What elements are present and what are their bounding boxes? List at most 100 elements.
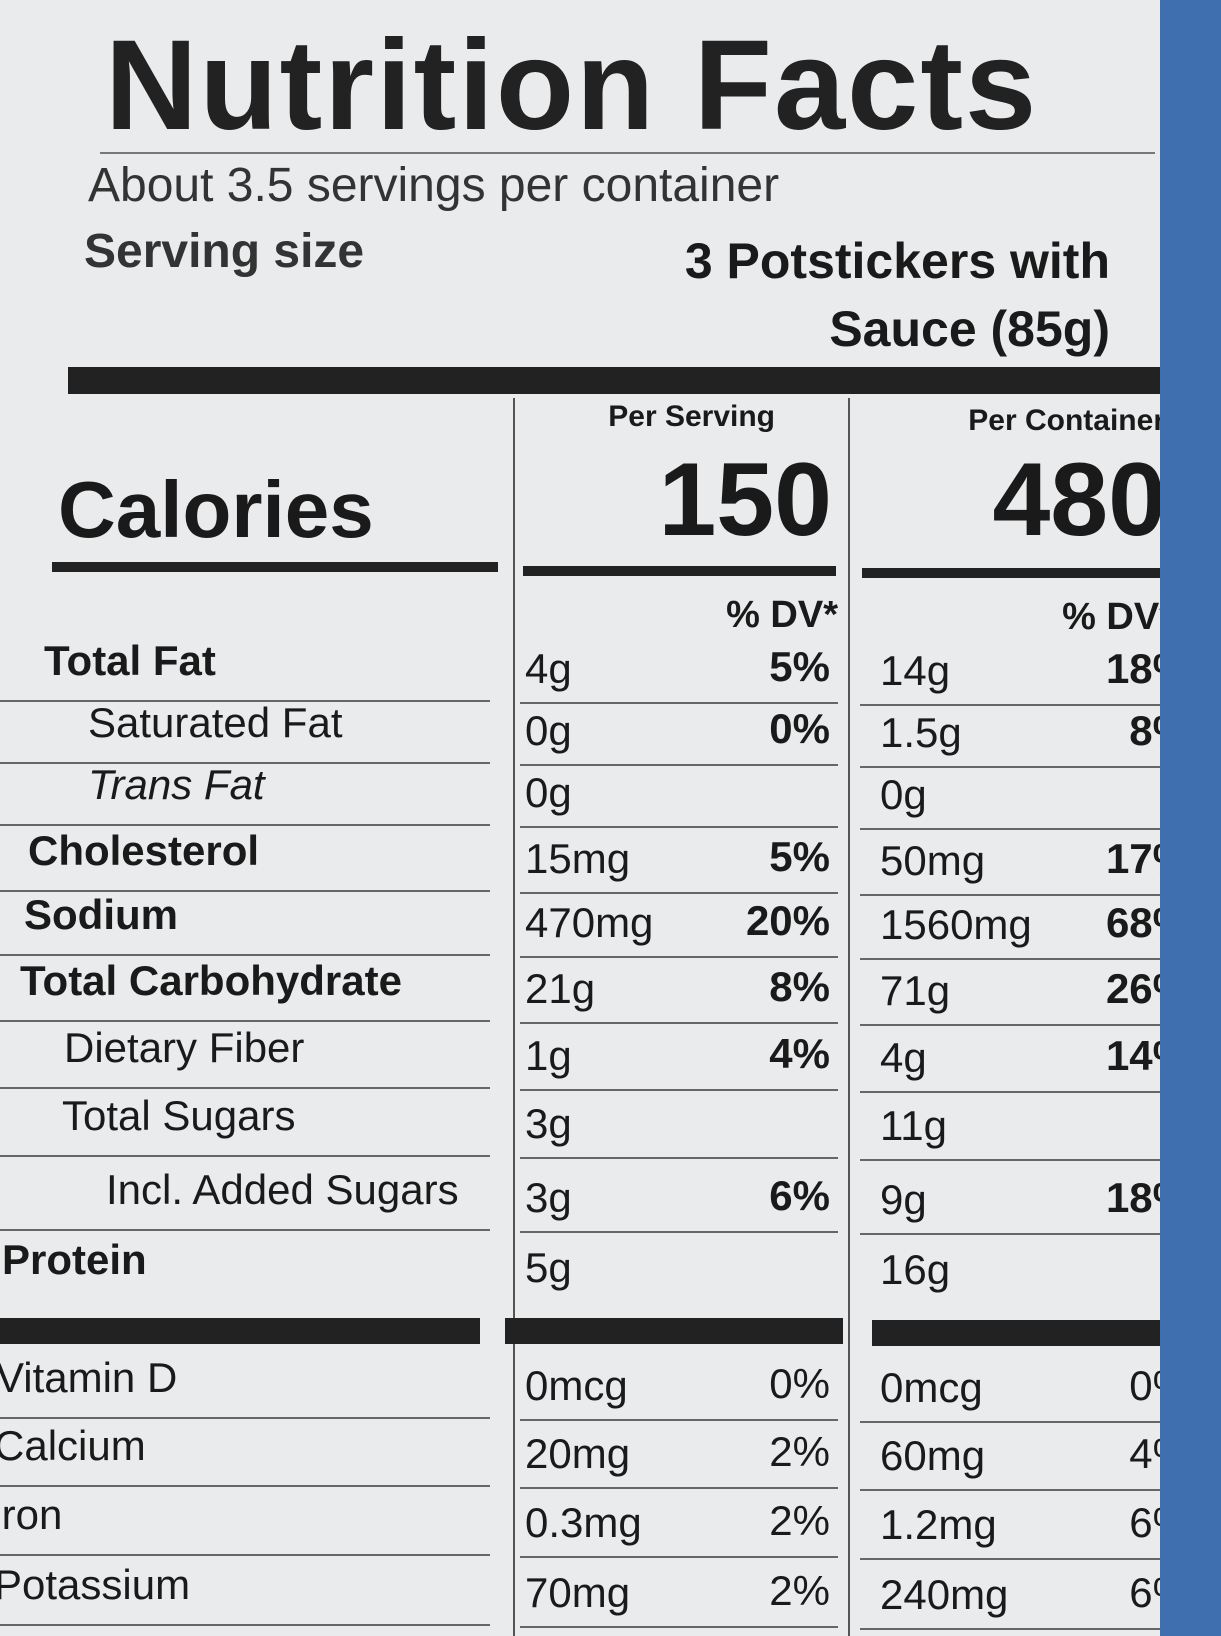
- container-dv: 14%: [1105, 1032, 1160, 1079]
- nutrient-name: Sodium: [24, 891, 178, 938]
- row-rule: [520, 1231, 838, 1233]
- column-divider: [848, 398, 850, 1636]
- container-amount: 60mg: [880, 1432, 986, 1479]
- container-amount: 16g: [880, 1246, 951, 1293]
- serving-dv: 6%: [769, 1172, 830, 1219]
- serving-dv: 2%: [769, 1428, 830, 1475]
- container-amount: 50mg: [880, 837, 986, 884]
- serving-amount: 0g: [525, 769, 572, 816]
- container-amount: 0g: [880, 771, 927, 818]
- nutrient-name: Vitamin D: [0, 1354, 178, 1401]
- serving-dv: 5%: [769, 833, 830, 880]
- container-dv: 6%: [1129, 1569, 1160, 1616]
- serving-amount: 0mcg: [525, 1362, 628, 1409]
- container-amount: 9g: [880, 1176, 927, 1223]
- calories-container: 480: [992, 442, 1160, 558]
- row-rule: [0, 1020, 490, 1022]
- thick-bar: [68, 367, 1160, 394]
- bar: [523, 566, 836, 576]
- bar: [52, 562, 498, 572]
- row-rule: [0, 824, 490, 826]
- serving-amount: 4g: [525, 645, 572, 692]
- row-rule: [860, 1489, 1160, 1491]
- container-dv: 6%: [1129, 1499, 1160, 1546]
- nutrient-name: Total Sugars: [62, 1092, 296, 1139]
- calories-label: Calories: [58, 465, 374, 554]
- row-rule: [0, 762, 490, 764]
- nutrient-name: Total Fat: [44, 637, 216, 684]
- container-amount: 4g: [880, 1034, 927, 1081]
- serving-size-label: Serving size: [84, 225, 365, 278]
- row-rule: [0, 1155, 490, 1157]
- nutrition-label: Nutrition Facts About 3.5 servings per c…: [0, 0, 1160, 1636]
- container-amount: 1560mg: [880, 901, 1032, 948]
- row-rule: [520, 702, 838, 704]
- row-rule: [860, 704, 1160, 706]
- container-amount: 0mcg: [880, 1364, 983, 1411]
- row-rule: [860, 958, 1160, 960]
- container-dv: 0%: [1129, 1362, 1160, 1409]
- row-rule: [0, 700, 490, 702]
- row-rule: [520, 1022, 838, 1024]
- row-rule: [0, 890, 490, 892]
- nutrient-name: Iron: [0, 1491, 63, 1538]
- thick-bar: [872, 1320, 1160, 1346]
- container-amount: 1.5g: [880, 709, 962, 756]
- serving-amount: 70mg: [525, 1569, 631, 1616]
- nutrient-name: Dietary Fiber: [64, 1024, 305, 1071]
- title: Nutrition Facts: [105, 14, 1039, 157]
- serving-amount: 21g: [525, 965, 596, 1012]
- dv-header: % DV*: [1062, 596, 1160, 638]
- row-rule: [860, 1233, 1160, 1235]
- nutrient-name: Protein: [2, 1236, 147, 1283]
- row-rule: [0, 1485, 490, 1487]
- serving-dv: 0%: [769, 705, 830, 752]
- serving-amount: 5g: [525, 1244, 572, 1291]
- nutrient-name: Cholesterol: [28, 827, 260, 874]
- container-dv: 68%: [1105, 899, 1160, 946]
- row-rule: [0, 1624, 490, 1626]
- serving-amount: 0g: [525, 707, 572, 754]
- nutrient-name: Potassium: [0, 1561, 191, 1608]
- container-amount: 1.2mg: [880, 1501, 997, 1548]
- nutrient-name: Saturated Fat: [88, 699, 343, 746]
- rule: [100, 152, 1155, 154]
- per-serving: Per Serving: [608, 400, 775, 433]
- serving-dv: 5%: [769, 643, 830, 690]
- row-rule: [520, 1419, 838, 1421]
- nutrient-name: Incl. Added Sugars: [106, 1166, 459, 1213]
- container-dv: 8%: [1129, 707, 1160, 754]
- serving-amount: 0.3mg: [525, 1499, 642, 1546]
- per-container: Per Container: [968, 404, 1160, 437]
- row-rule: [0, 1554, 490, 1556]
- thick-bar: [505, 1318, 843, 1344]
- serving-amount: 15mg: [525, 835, 631, 882]
- row-rule: [520, 826, 838, 828]
- serving-amount: 3g: [525, 1100, 572, 1147]
- serving-amount: 3g: [525, 1174, 572, 1221]
- row-rule: [860, 1091, 1160, 1093]
- container-dv: 4%: [1129, 1430, 1160, 1477]
- row-rule: [860, 1421, 1160, 1423]
- row-rule: [520, 1089, 838, 1091]
- row-rule: [520, 1626, 838, 1628]
- serving-amount: 20mg: [525, 1430, 631, 1477]
- serving-dv: 0%: [769, 1360, 830, 1407]
- serving-size-value: 3 Potstickers with Sauce (85g): [684, 233, 1110, 357]
- nutrient-name: Trans Fat: [88, 761, 265, 808]
- row-rule: [520, 1157, 838, 1159]
- row-rule: [520, 892, 838, 894]
- container-dv: 17%: [1105, 835, 1160, 882]
- row-rule: [860, 894, 1160, 896]
- nutrient-name: Calcium: [0, 1422, 146, 1469]
- container-dv: 18%: [1105, 1174, 1160, 1221]
- container-amount: 240mg: [880, 1571, 1009, 1618]
- serving-amount: 1g: [525, 1032, 572, 1079]
- bar: [862, 568, 1160, 578]
- container-amount: 14g: [880, 647, 951, 694]
- row-rule: [860, 1558, 1160, 1560]
- container-dv: 18%: [1105, 645, 1160, 692]
- serving-amount: 470mg: [525, 899, 654, 946]
- serving-dv: 8%: [769, 963, 830, 1010]
